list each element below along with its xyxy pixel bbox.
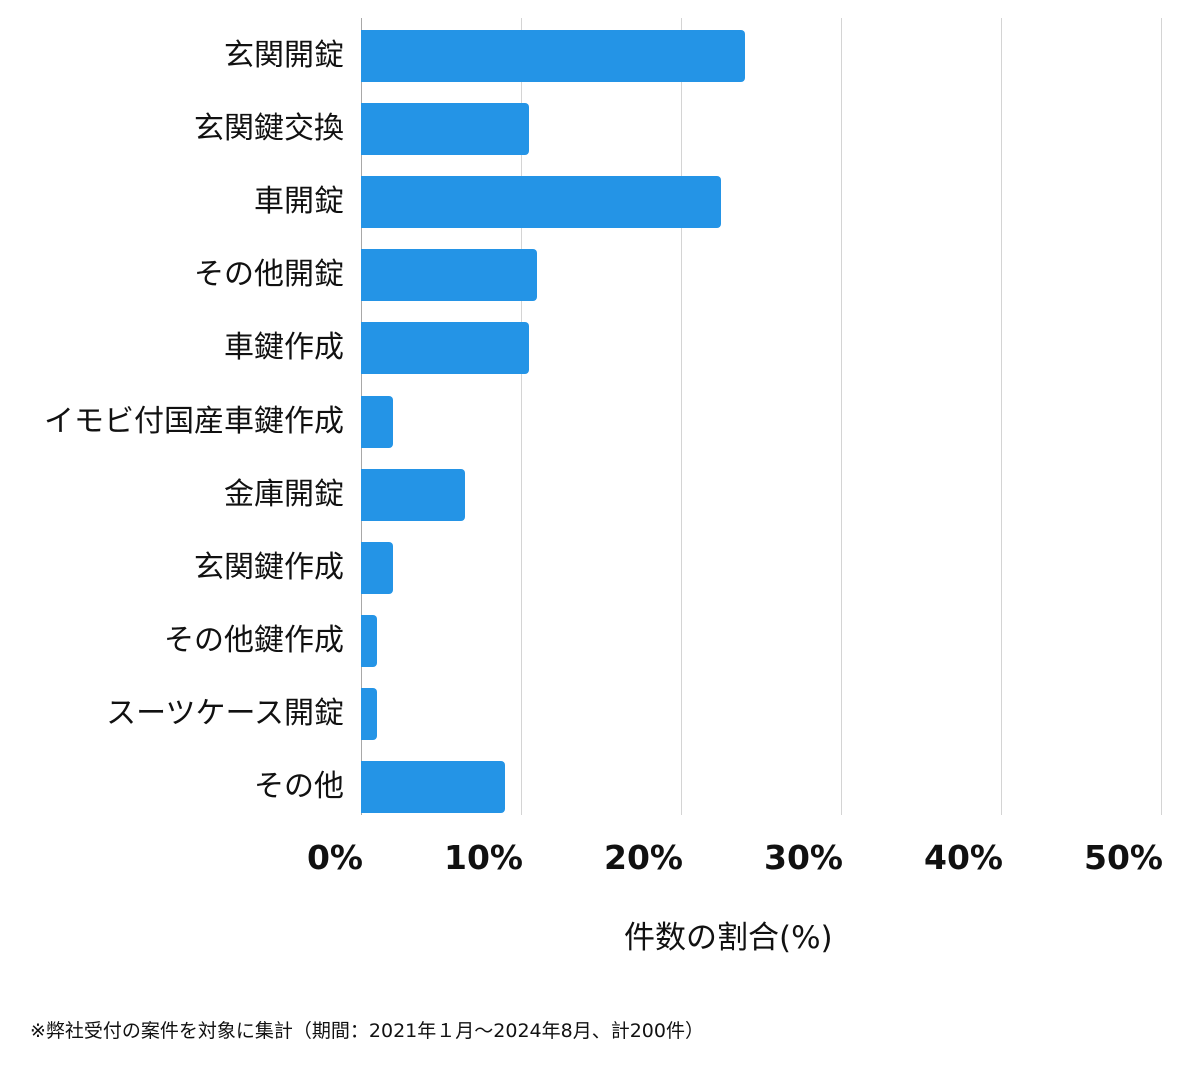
bar xyxy=(361,103,529,156)
x-tick-label: 50% xyxy=(1084,838,1163,877)
bar xyxy=(361,614,377,667)
bar xyxy=(361,468,465,521)
category-label: その他 xyxy=(254,769,344,804)
bar xyxy=(361,322,529,375)
category-label: 玄関鍵作成 xyxy=(194,549,344,585)
x-axis-title: 件数の割合(%) xyxy=(624,920,833,956)
category-label: その他開錠 xyxy=(194,257,344,293)
category-label: 金庫開錠 xyxy=(224,476,344,512)
gridline xyxy=(1161,18,1162,815)
bar xyxy=(361,176,721,229)
x-tick-label: 20% xyxy=(604,838,683,877)
x-tick-label: 40% xyxy=(924,838,1003,877)
x-tick-label: 10% xyxy=(444,838,523,877)
category-label: その他鍵作成 xyxy=(164,622,344,658)
gridline xyxy=(681,18,682,815)
footnote: ※弊社受付の案件を対象に集計（期間：2021年１月～2024年8月、計200件） xyxy=(30,1020,704,1042)
category-label: 玄関鍵交換 xyxy=(194,111,344,147)
category-label: 車開錠 xyxy=(254,184,344,220)
x-tick-label: 30% xyxy=(764,838,843,877)
category-label: スーツケース開錠 xyxy=(106,695,344,731)
bar xyxy=(361,687,377,740)
gridline xyxy=(841,18,842,815)
bar xyxy=(361,395,393,448)
category-label: 玄関開錠 xyxy=(224,38,344,73)
category-label: イモビ付国産車鍵作成 xyxy=(44,403,344,439)
bar xyxy=(361,30,745,82)
x-tick-label: 0% xyxy=(306,838,363,877)
bar xyxy=(361,761,505,813)
bar xyxy=(361,249,537,302)
gridline xyxy=(1001,18,1002,815)
category-label: 車鍵作成 xyxy=(224,330,344,366)
gridline xyxy=(521,18,522,815)
bar xyxy=(361,541,393,594)
